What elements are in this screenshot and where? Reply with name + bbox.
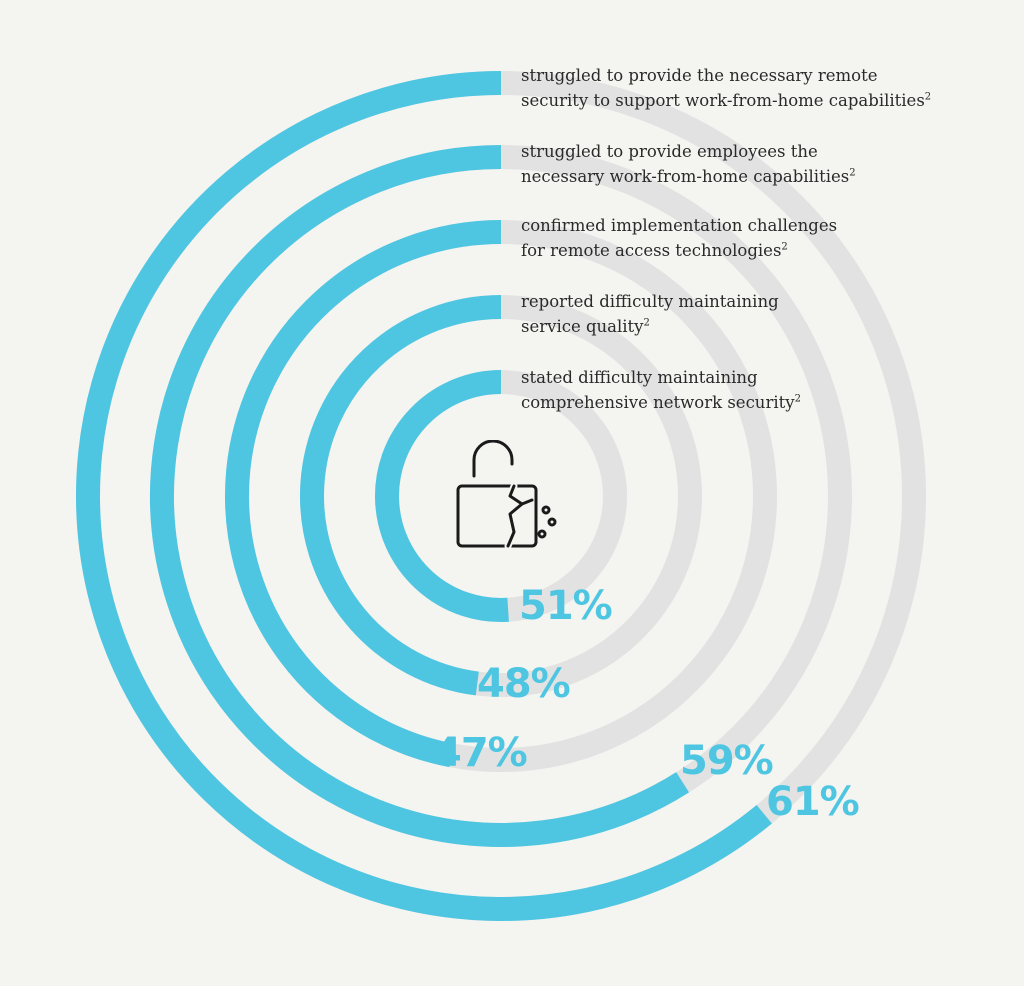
ring-arc-61 (76, 71, 772, 921)
ring-arc-47 (225, 220, 502, 768)
broken-padlock-icon (456, 440, 557, 550)
value-label-61: 61% (766, 779, 860, 825)
ring-arc-59 (150, 145, 690, 847)
ring-label-4: reported difficulty maintaining service … (521, 292, 779, 336)
ring-label-1: struggled to provide the necessary remot… (521, 66, 932, 110)
ring-arc-48 (300, 295, 502, 696)
value-label-47: 47% (434, 730, 528, 776)
value-label-48: 48% (477, 661, 571, 707)
ring-label-2: struggled to provide employees the neces… (521, 142, 856, 186)
value-label-51: 51% (519, 583, 613, 629)
ring-label-5: stated difficulty maintaining comprehens… (521, 368, 801, 412)
ring-label-3: confirmed implementation challenges for … (521, 216, 838, 260)
value-label-59: 59% (680, 738, 774, 784)
ring-arc-51 (375, 370, 509, 622)
